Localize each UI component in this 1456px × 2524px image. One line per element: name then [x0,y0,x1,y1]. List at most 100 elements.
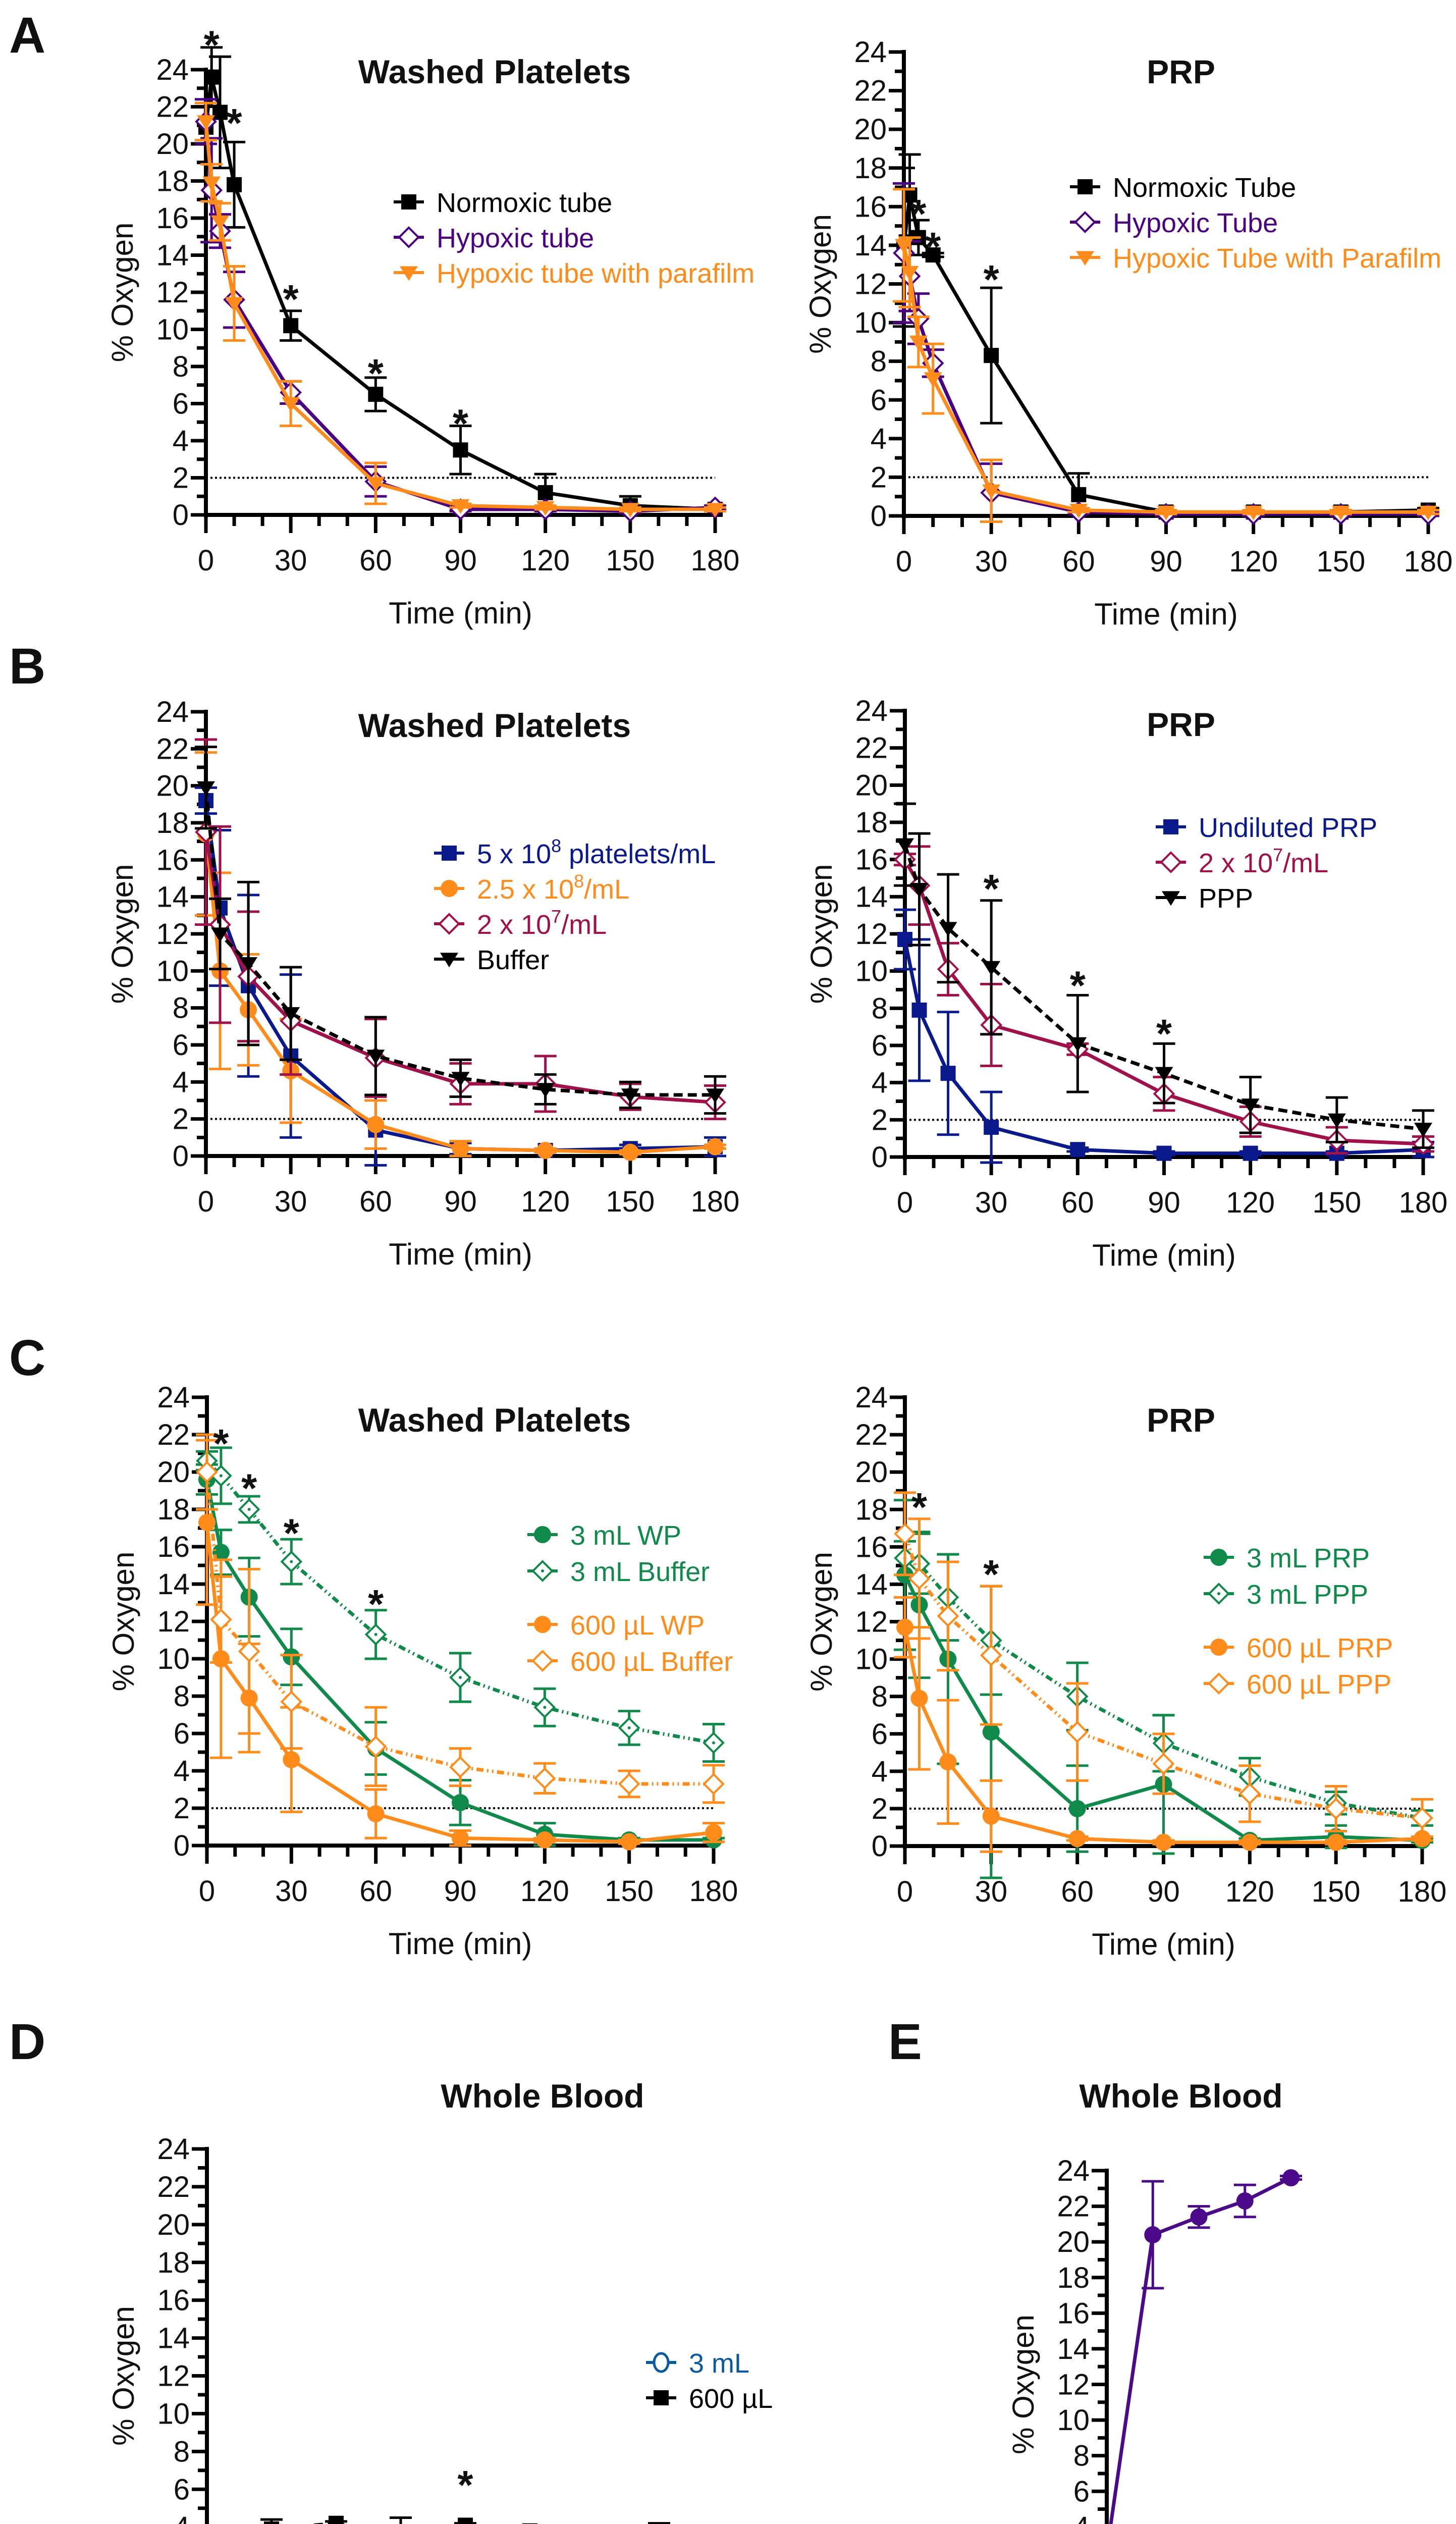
significance-star: * [283,277,299,322]
x-tick-label: 30 [275,544,307,577]
data-point [1419,505,1437,520]
legend-marker [534,1526,551,1543]
data-point [1241,1833,1259,1851]
y-tick-label: 6 [173,388,189,420]
legend: Normoxic tube Hypoxic tube Hypoxic tube wi… [394,188,754,289]
data-point [982,484,1001,499]
legend-marker [1074,211,1096,233]
y-axis-label: % Oxygen [105,223,139,362]
data-point [1157,505,1175,520]
y-tick-label: 16 [854,190,887,223]
y-tick-label: 20 [855,1456,888,1489]
data-point [522,2523,537,2524]
data-point [451,1072,470,1087]
y-tick-label: 18 [1057,2262,1090,2294]
data-point-dot [374,1633,378,1636]
data-point [1068,1830,1086,1848]
panel-letter-d: D [9,2014,46,2070]
data-point [1282,2169,1300,2187]
y-tick-label: 14 [1057,2333,1090,2365]
y-tick-label: 16 [157,2284,190,2317]
y-tick-label: 24 [854,36,887,69]
x-axis-label: Time (min) [1094,597,1237,631]
data-point [367,1805,385,1823]
series-2 [195,101,726,518]
data-point [909,335,928,350]
y-tick-label: 10 [1057,2404,1090,2437]
y-tick-label: 8 [871,345,887,378]
x-tick-label: 30 [975,545,1008,578]
legend-item: 5 x 108 platelets/mL [434,835,716,869]
data-point [1327,1833,1345,1851]
data-point [621,1143,639,1161]
legend-item: Undiluted PRP [1156,813,1377,843]
data-point [1144,2226,1162,2244]
y-tick-label: 14 [156,881,189,914]
y-tick-label: 22 [157,2171,190,2203]
data-point [536,501,555,516]
data-point [1325,1798,1347,1820]
chart-title: Washed Platelets [358,53,631,90]
series-line [204,75,716,511]
y-tick-label: 8 [872,1680,888,1713]
data-point [452,1829,469,1847]
chart-title: Washed Platelets [358,707,631,744]
data-point [1068,1037,1087,1052]
y-tick-label: 2 [872,1793,888,1825]
legend-item: Normoxic tube [394,188,612,218]
data-point [196,1461,218,1483]
data-point [1238,1782,1261,1805]
data-point [620,1833,638,1851]
data-point [982,1723,1000,1741]
series-line [902,245,1428,514]
data-point [533,1767,556,1790]
x-axis-label: Time (min) [389,596,532,630]
data-point [368,387,384,402]
significance-star: * [984,866,1000,911]
legend-label: 600 µL [689,2384,773,2414]
series-2 [894,1596,1433,1853]
y-tick-label: 2 [871,461,887,494]
data-point [210,1608,232,1631]
y-tick-label: 24 [1057,2154,1090,2187]
legend-item: 600 µL PPP [1204,1669,1391,1700]
data-point [706,503,724,518]
y-tick-label: 18 [855,1493,888,1526]
legend-item: 600 µL Buffer [527,1647,733,1677]
data-point [1190,2208,1208,2226]
y-tick-label: 18 [854,152,887,185]
data-point [618,1773,640,1795]
significance-star: * [226,100,242,145]
y-tick-label: 22 [156,732,189,765]
legend-item: Buffer [434,945,549,975]
data-point [280,1691,303,1713]
y-axis-label: % Oxygen [804,1552,838,1692]
data-point [202,176,221,191]
legend-label: Buffer [477,945,549,975]
y-tick-label: 20 [854,113,887,146]
data-point [1156,1145,1172,1161]
significance-star: * [368,351,384,396]
significance-star: * [984,257,1000,302]
chart-title: PRP [1147,706,1215,743]
data-point [283,318,299,334]
significance-star: * [911,1485,928,1530]
data-point [1155,1067,1173,1082]
data-point [239,957,258,972]
data-point [1327,1113,1346,1128]
x-tick-label: 0 [897,1875,913,1908]
data-point [1152,1753,1175,1775]
y-tick-label: 4 [173,425,189,457]
significance-star: * [1070,963,1086,1008]
data-point [908,1567,931,1590]
y-tick-label: 24 [855,1381,888,1414]
y-tick-label: 12 [156,918,189,951]
legend-label: 3 mL PPP [1247,1580,1368,1610]
data-point [453,442,468,458]
y-tick-label: 6 [174,2473,190,2506]
y-axis-label: % Oxygen [1006,2315,1040,2454]
x-tick-label: 120 [1225,1875,1274,1908]
